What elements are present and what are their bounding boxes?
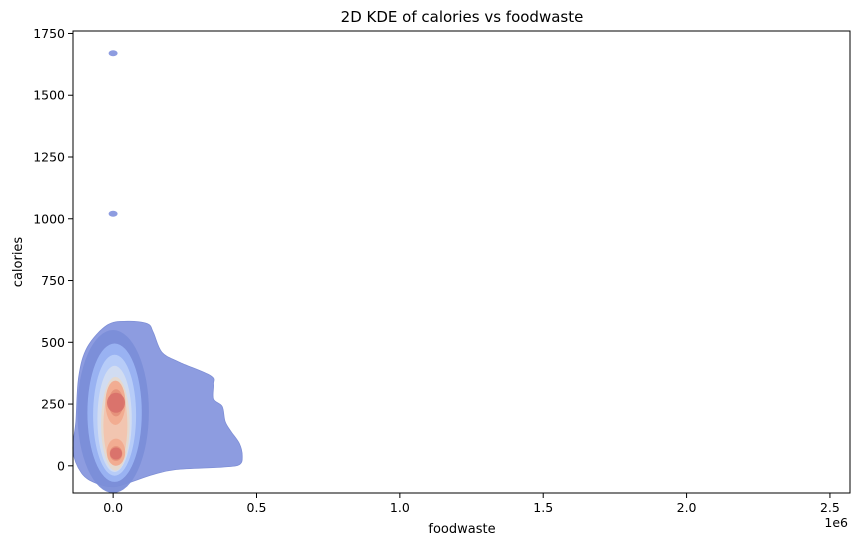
y-axis-label: calories bbox=[11, 237, 26, 288]
x-tick-label: 1.5 bbox=[533, 500, 553, 515]
x-axis: 0.0 0.5 1.0 1.5 2.0 2.5 bbox=[103, 493, 840, 515]
y-tick-label: 750 bbox=[41, 273, 65, 288]
x-tick-label: 2.5 bbox=[820, 500, 840, 515]
x-tick-label: 1.0 bbox=[390, 500, 410, 515]
kde-isolated-blob bbox=[108, 210, 118, 217]
kde-density-peak bbox=[107, 392, 125, 413]
y-tick-label: 1500 bbox=[33, 88, 65, 103]
y-axis: 0 250 500 750 1000 1250 1500 1750 bbox=[33, 26, 73, 473]
y-tick-label: 0 bbox=[57, 458, 65, 473]
y-tick-label: 500 bbox=[41, 335, 65, 350]
x-axis-label: foodwaste bbox=[428, 522, 495, 537]
y-tick-label: 1250 bbox=[33, 150, 65, 165]
kde-isolated-blob bbox=[108, 50, 118, 57]
chart-title: 2D KDE of calories vs foodwaste bbox=[341, 8, 584, 26]
plot-frame bbox=[72, 30, 851, 494]
x-tick-label: 0.0 bbox=[103, 500, 123, 515]
x-tick-label: 2.0 bbox=[677, 500, 697, 515]
y-tick-label: 1000 bbox=[33, 211, 65, 226]
kde-density-peak bbox=[110, 447, 122, 460]
plot-area bbox=[72, 50, 243, 493]
x-tick-label: 0.5 bbox=[247, 500, 267, 515]
x-axis-offset-label: 1e6 bbox=[824, 515, 848, 530]
y-tick-label: 1750 bbox=[33, 26, 65, 41]
y-tick-label: 250 bbox=[41, 397, 65, 412]
